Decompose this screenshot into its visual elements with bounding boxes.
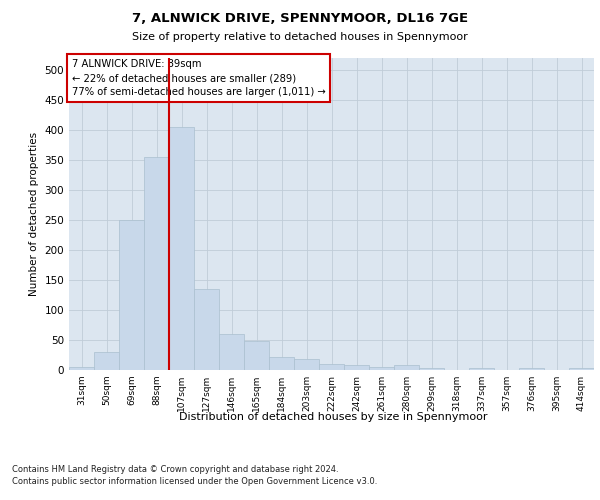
Text: 7, ALNWICK DRIVE, SPENNYMOOR, DL16 7GE: 7, ALNWICK DRIVE, SPENNYMOOR, DL16 7GE — [132, 12, 468, 26]
Bar — [69, 367, 94, 370]
Text: 7 ALNWICK DRIVE: 89sqm
← 22% of detached houses are smaller (289)
77% of semi-de: 7 ALNWICK DRIVE: 89sqm ← 22% of detached… — [71, 59, 325, 97]
Bar — [469, 368, 494, 370]
Bar — [419, 368, 444, 370]
Bar — [194, 289, 219, 370]
Bar — [144, 156, 169, 370]
Bar — [519, 368, 544, 370]
Y-axis label: Number of detached properties: Number of detached properties — [29, 132, 39, 296]
Text: Size of property relative to detached houses in Spennymoor: Size of property relative to detached ho… — [132, 32, 468, 42]
Bar — [319, 364, 344, 370]
Bar — [269, 357, 294, 370]
Bar — [244, 341, 269, 370]
Bar — [369, 367, 394, 370]
Bar — [169, 126, 194, 370]
Bar — [219, 334, 244, 370]
Bar — [119, 220, 144, 370]
Text: Distribution of detached houses by size in Spennymoor: Distribution of detached houses by size … — [179, 412, 487, 422]
Bar — [94, 352, 119, 370]
Bar — [344, 365, 369, 370]
Bar — [294, 359, 319, 370]
Text: Contains HM Land Registry data © Crown copyright and database right 2024.: Contains HM Land Registry data © Crown c… — [12, 465, 338, 474]
Bar — [569, 368, 594, 370]
Bar — [394, 365, 419, 370]
Text: Contains public sector information licensed under the Open Government Licence v3: Contains public sector information licen… — [12, 478, 377, 486]
